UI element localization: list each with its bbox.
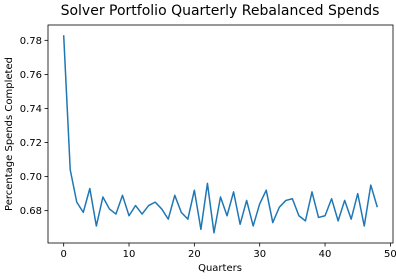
x-tick-label: 0 bbox=[60, 249, 66, 260]
chart-title: Solver Portfolio Quarterly Rebalanced Sp… bbox=[61, 3, 380, 19]
x-tick-label: 40 bbox=[319, 249, 332, 260]
data-line bbox=[62, 35, 379, 234]
y-tick-label: 0.72 bbox=[20, 138, 42, 149]
y-tick-label: 0.78 bbox=[20, 36, 42, 47]
x-tick-label: 10 bbox=[123, 249, 136, 260]
y-tick-label: 0.74 bbox=[20, 104, 42, 115]
x-tick-label: 30 bbox=[253, 249, 266, 260]
y-tick-label: 0.70 bbox=[20, 172, 42, 183]
y-tick-label: 0.68 bbox=[20, 206, 42, 217]
plot-frame bbox=[47, 24, 394, 244]
y-tick-label: 0.76 bbox=[20, 70, 42, 81]
x-tick-label: 20 bbox=[188, 249, 201, 260]
y-axis-label: Percentage Spends Completed bbox=[4, 57, 15, 211]
x-tick-label: 50 bbox=[384, 249, 396, 260]
x-axis-label: Quarters bbox=[198, 263, 242, 274]
